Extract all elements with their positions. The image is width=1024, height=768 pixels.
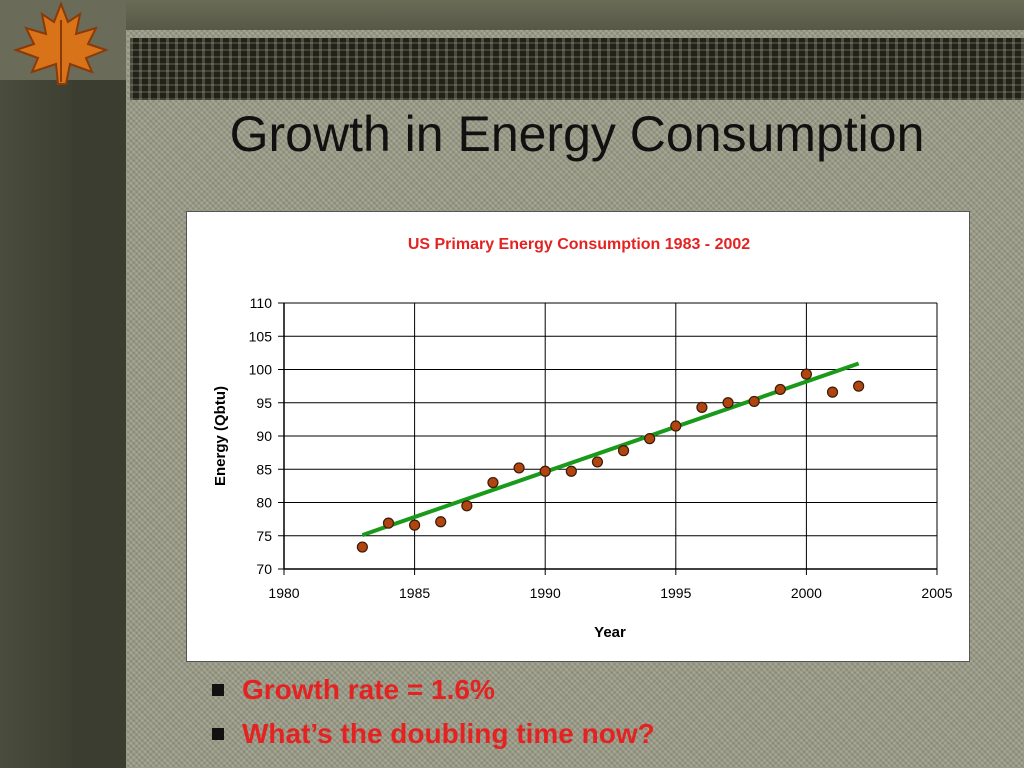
data-point (382, 517, 395, 529)
data-point (774, 383, 786, 396)
data-point (670, 420, 682, 432)
data-point (696, 401, 708, 414)
data-point (591, 456, 604, 468)
data-point (644, 433, 656, 445)
data-point (722, 397, 734, 409)
title-band (130, 38, 1024, 100)
data-point (853, 380, 865, 392)
data-point (356, 541, 368, 553)
square-bullet-icon (212, 684, 224, 696)
square-bullet-icon (212, 728, 224, 740)
maple-leaf-icon (12, 1, 109, 85)
data-point (800, 368, 813, 380)
y-tick-label: 100 (249, 362, 273, 378)
x-tick-label: 1985 (399, 585, 430, 601)
data-point (539, 465, 551, 477)
data-point (487, 476, 499, 489)
top-bar (0, 0, 1024, 30)
y-tick-label: 85 (256, 461, 272, 477)
chart-title: US Primary Energy Consumption 1983 - 200… (408, 236, 750, 253)
y-axis-label: Energy (Qbtu) (212, 386, 229, 486)
y-tick-label: 105 (249, 328, 273, 344)
y-tick-label: 110 (250, 295, 273, 311)
x-tick-label: 2000 (791, 585, 822, 601)
data-point (513, 462, 525, 474)
x-tick-label: 1980 (268, 585, 299, 601)
bullet-item: What’s the doubling time now? (210, 716, 655, 760)
data-point (617, 445, 630, 457)
y-tick-label: 90 (256, 428, 272, 444)
data-point (826, 386, 839, 398)
chart-box: US Primary Energy Consumption 1983 - 200… (186, 211, 970, 662)
x-tick-label: 1990 (530, 585, 561, 601)
data-point (565, 465, 577, 477)
data-point (435, 516, 447, 528)
bullet-text: Growth rate = 1.6% (242, 674, 495, 705)
x-tick-label: 1995 (660, 585, 691, 601)
energy-chart: US Primary Energy Consumption 1983 - 200… (212, 236, 953, 641)
x-axis-label: Year (594, 624, 626, 641)
bullet-list: Growth rate = 1.6% What’s the doubling t… (210, 672, 655, 760)
bullet-text: What’s the doubling time now? (242, 718, 655, 749)
y-tick-label: 80 (256, 495, 272, 511)
data-point (409, 519, 421, 531)
y-tick-label: 75 (256, 528, 272, 544)
left-band-highlight (0, 0, 72, 768)
y-tick-label: 95 (256, 395, 272, 411)
data-point (461, 500, 473, 512)
bullet-item: Growth rate = 1.6% (210, 672, 655, 716)
y-tick-label: 70 (256, 561, 272, 577)
x-tick-label: 2005 (921, 585, 952, 601)
slide-title: Growth in Energy Consumption (229, 106, 925, 162)
data-point (748, 395, 760, 408)
